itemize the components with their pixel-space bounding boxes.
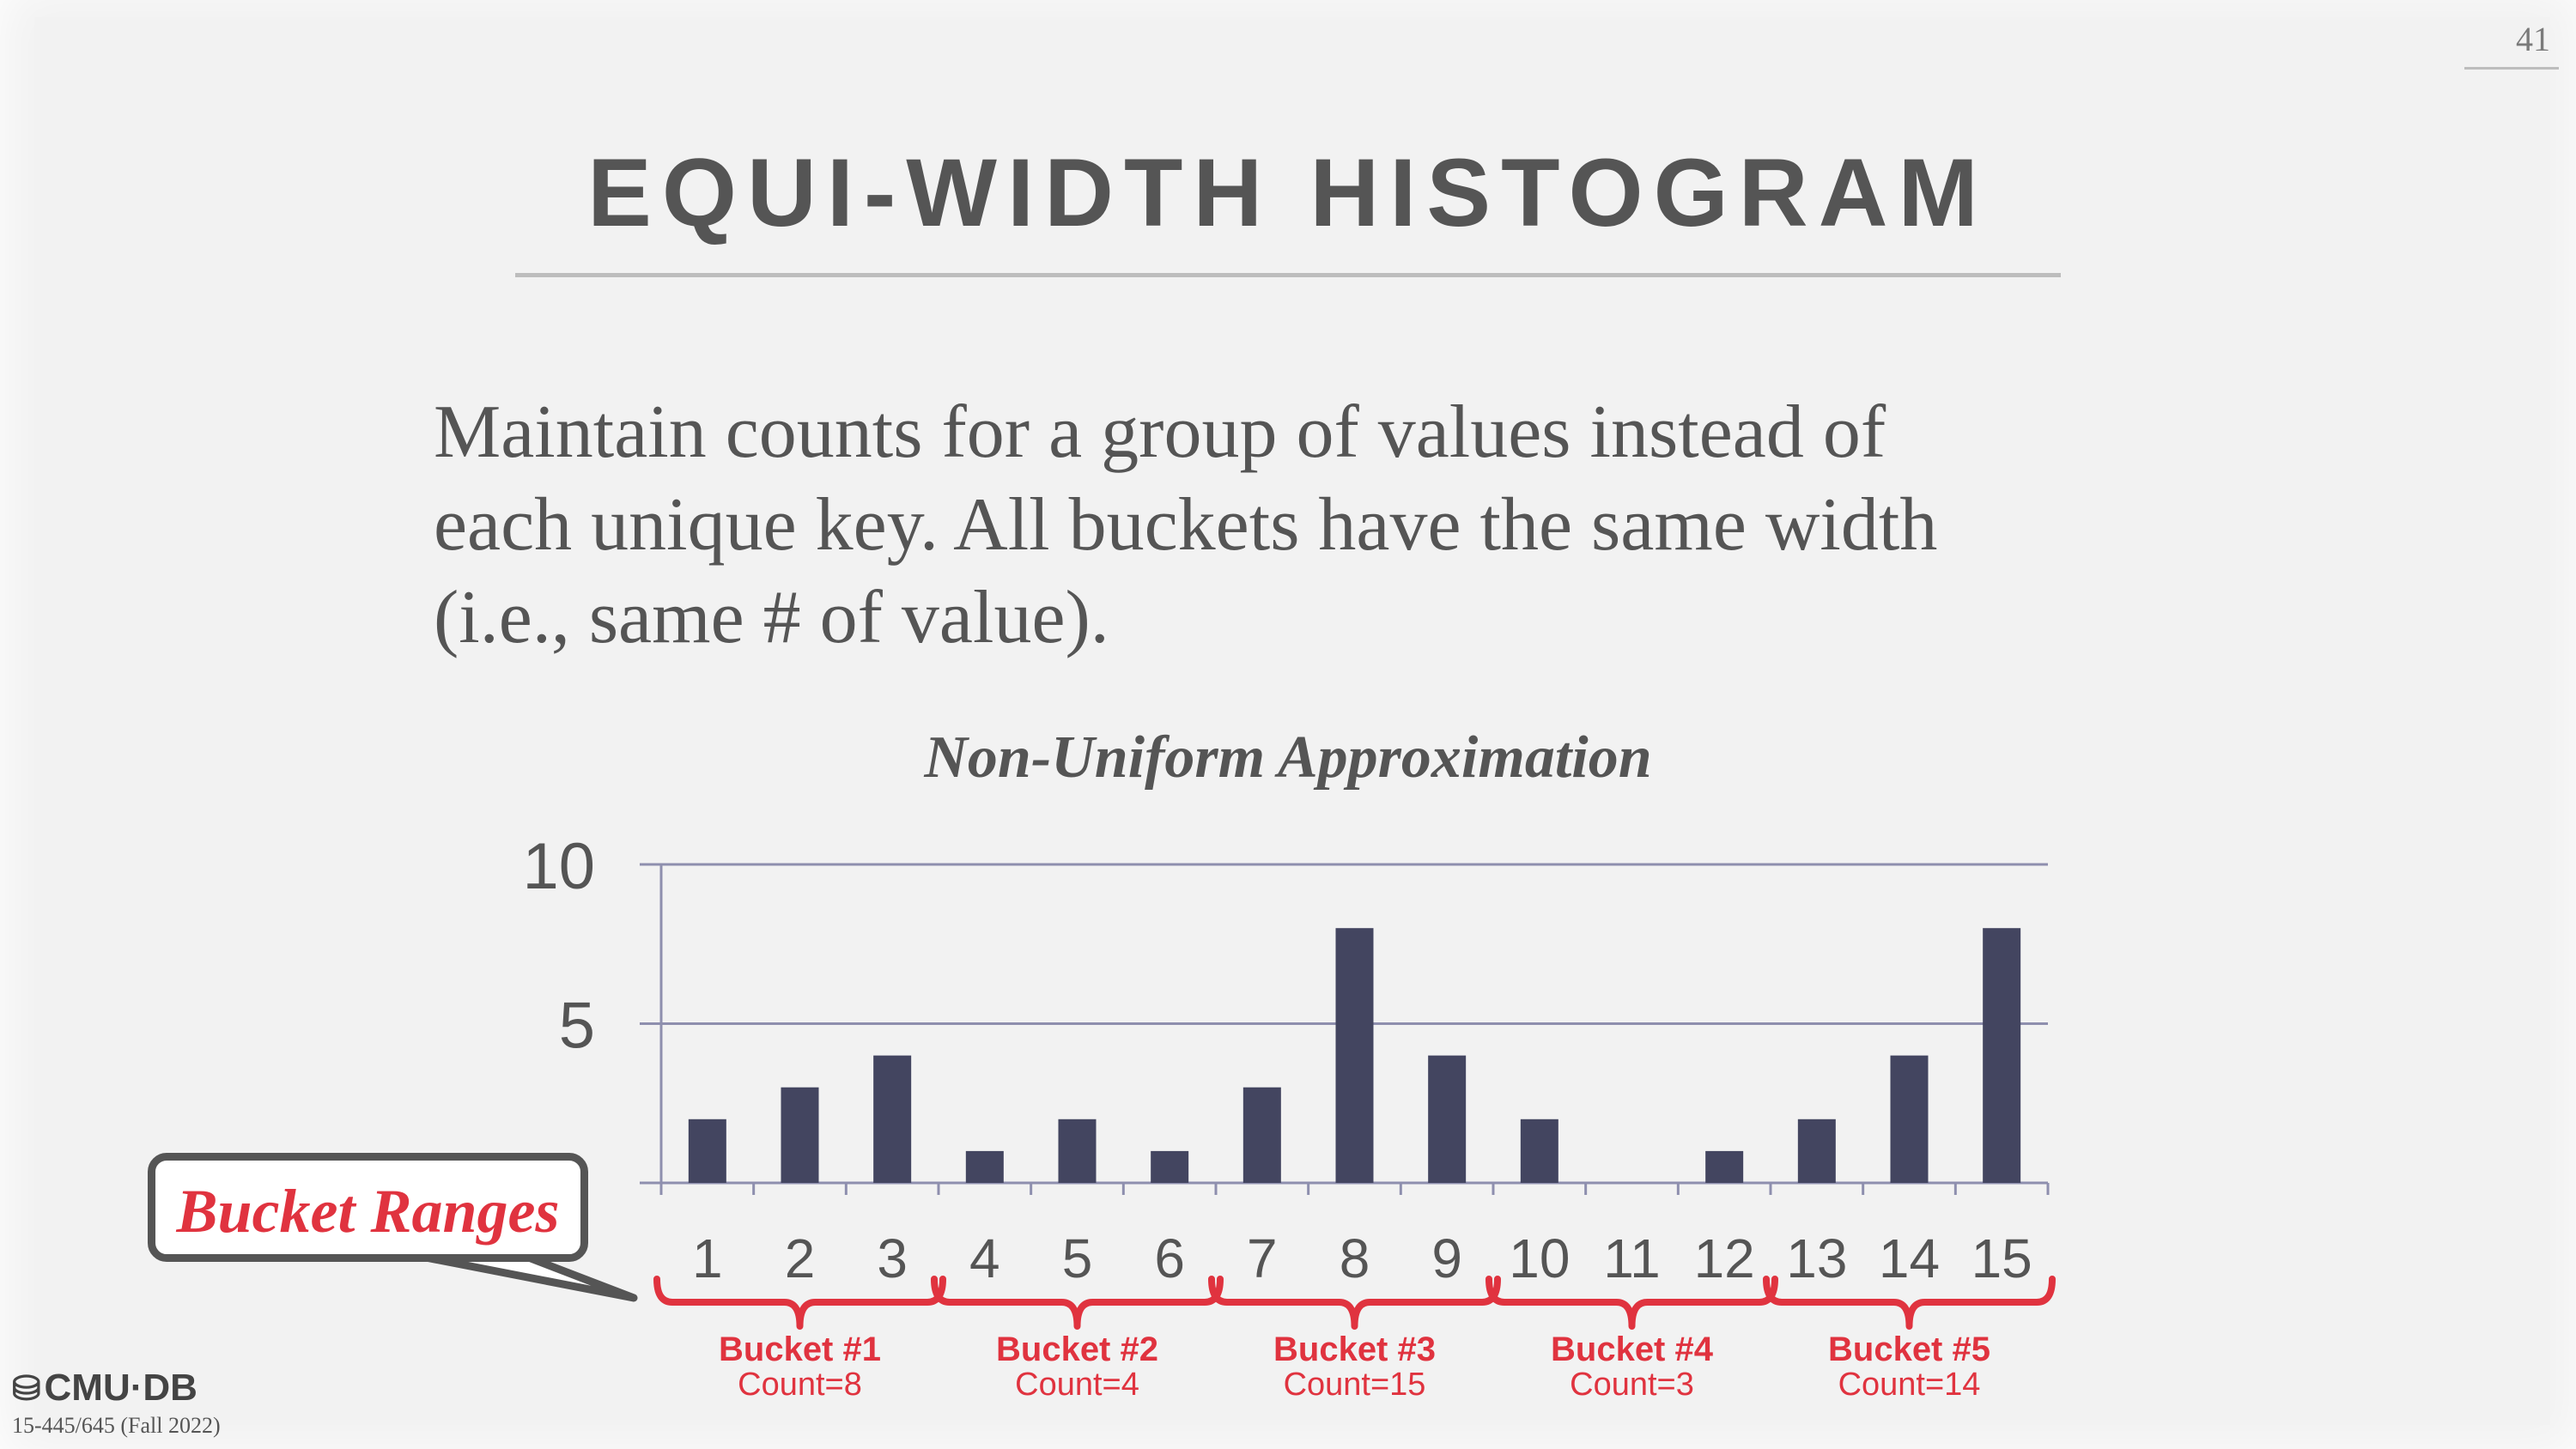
histogram-bar (1983, 928, 2021, 1183)
x-tick-label: 13 (1786, 1228, 1847, 1289)
histogram-bar (1242, 1087, 1281, 1183)
histogram-bar (688, 1119, 726, 1183)
body-text: Maintain counts for a group of values in… (434, 386, 2151, 664)
x-tick-label: 4 (969, 1228, 1000, 1289)
bucket-count: Count=15 (1284, 1367, 1426, 1403)
histogram-bar (1520, 1119, 1558, 1183)
x-tick-label: 10 (1509, 1228, 1570, 1289)
bucket-brace (1485, 1276, 1778, 1330)
histogram-bar (1058, 1119, 1097, 1183)
logo-text: CMU·DB (44, 1367, 197, 1409)
histogram-bar (1151, 1150, 1189, 1183)
body-line: (i.e., same # of value). (434, 576, 1109, 659)
bucket-brace (1763, 1276, 2056, 1330)
x-tick-label: 2 (785, 1228, 816, 1289)
course-label: 15-445/645 (Fall 2022) (12, 1413, 221, 1438)
bucket-count: Count=14 (1838, 1367, 1981, 1403)
histogram-bar (1335, 928, 1374, 1183)
bucket-ranges-callout: Bucket Ranges (148, 1153, 588, 1262)
database-icon: ⛁ (12, 1370, 41, 1408)
histogram-bar (873, 1055, 912, 1183)
x-tick-label: 15 (1971, 1228, 2032, 1289)
x-tick-label: 14 (1879, 1228, 1940, 1289)
bucket-label: Bucket #2 (996, 1331, 1158, 1368)
x-tick-label: 11 (1603, 1228, 1660, 1289)
bucket-label: Bucket #3 (1273, 1331, 1436, 1368)
x-tick-label: 12 (1694, 1228, 1755, 1289)
histogram-bar (1428, 1055, 1467, 1183)
page-number-divider (2464, 67, 2559, 70)
bucket-count: Count=3 (1570, 1367, 1694, 1403)
bucket-label: Bucket #5 (1828, 1331, 1990, 1368)
x-tick-label: 5 (1062, 1228, 1093, 1289)
body-line: Maintain counts for a group of values in… (434, 391, 1886, 474)
histogram-bar (1890, 1055, 1929, 1183)
y-tick-label: 5 (559, 990, 595, 1063)
bucket-count: Count=4 (1015, 1367, 1139, 1403)
bucket-label: Bucket #1 (719, 1331, 881, 1368)
x-tick-label: 8 (1340, 1228, 1370, 1289)
bucket-brace (1208, 1276, 1501, 1330)
body-line: each unique key. All buckets have the sa… (434, 483, 1938, 567)
x-tick-label: 1 (692, 1228, 723, 1289)
page-number: 41 (2516, 20, 2550, 58)
histogram-bar (781, 1087, 819, 1183)
x-tick-label: 3 (877, 1228, 908, 1289)
x-tick-label: 7 (1247, 1228, 1278, 1289)
x-tick-label: 6 (1154, 1228, 1185, 1289)
cmu-db-logo: ⛁CMU·DB (12, 1367, 197, 1410)
bucket-count: Count=8 (738, 1367, 862, 1403)
histogram-bar (1705, 1150, 1744, 1183)
bucket-brace (653, 1276, 946, 1330)
bucket-label: Bucket #4 (1551, 1331, 1714, 1368)
chart-title: Non-Uniform Approximation (923, 724, 1651, 791)
bucket-brace (931, 1276, 1224, 1330)
y-tick-label: 10 (522, 830, 595, 903)
slide-title: EQUI-WIDTH HISTOGRAM (587, 139, 1989, 246)
callout-text: Bucket Ranges (176, 1177, 560, 1246)
title-divider (515, 273, 2061, 277)
histogram-bar (965, 1150, 1004, 1183)
x-tick-label: 9 (1431, 1228, 1462, 1289)
histogram-bar (1797, 1119, 1836, 1183)
